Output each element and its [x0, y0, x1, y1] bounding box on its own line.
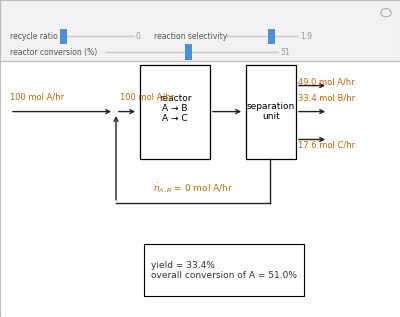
Bar: [0, 61, 400, 317]
Text: reactor conversion (%): reactor conversion (%): [10, 48, 97, 57]
Text: reactor
A → B
A → C: reactor A → B A → C: [159, 94, 191, 124]
Bar: [140, 65, 210, 158]
Text: recycle ratio: recycle ratio: [10, 32, 58, 41]
Text: 49.0 mol A/hr: 49.0 mol A/hr: [298, 77, 355, 86]
Bar: [60, 29, 67, 44]
Bar: [144, 244, 304, 296]
Bar: [268, 29, 275, 44]
Text: reaction selectivity: reaction selectivity: [154, 32, 227, 41]
Text: 51: 51: [280, 48, 290, 57]
Text: 33.4 mol B/hr: 33.4 mol B/hr: [298, 94, 355, 103]
Text: 100 mol A/hr: 100 mol A/hr: [120, 93, 174, 102]
Text: 17.6 mol C/hr: 17.6 mol C/hr: [298, 141, 355, 150]
Text: separation
unit: separation unit: [247, 102, 295, 121]
Bar: [246, 65, 296, 158]
Text: 100 mol A/hr: 100 mol A/hr: [10, 93, 64, 102]
Text: 0.: 0.: [136, 32, 143, 41]
Text: $\dot{n}_{A,R}$ = 0 mol A/hr: $\dot{n}_{A,R}$ = 0 mol A/hr: [153, 182, 233, 195]
Text: 1.9: 1.9: [300, 32, 312, 41]
Bar: [0, 0, 400, 61]
Bar: [185, 44, 192, 60]
Text: yield = 33.4%
overall conversion of A = 51.0%: yield = 33.4% overall conversion of A = …: [151, 261, 297, 280]
